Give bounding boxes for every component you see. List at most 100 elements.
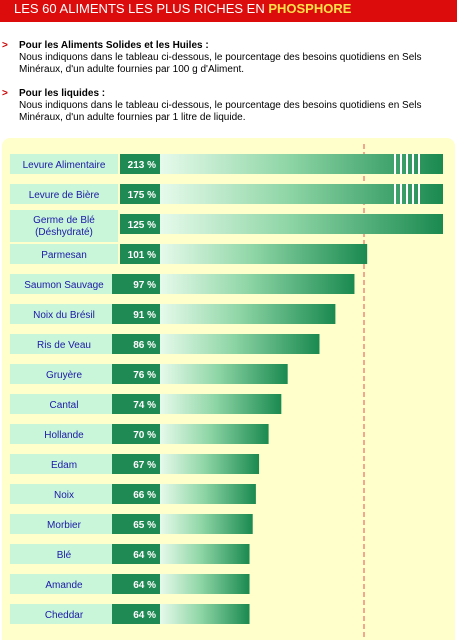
chart-row: Parmesan 101 % (10, 244, 368, 264)
value-label: 125 % (128, 220, 156, 231)
category-label: Germe de Blé (Déshydraté) (33, 215, 95, 238)
title-prefix: LES 60 ALIMENTS LES PLUS RICHES EN (14, 1, 269, 16)
category-label-line: Morbier (47, 520, 82, 531)
bar (160, 364, 288, 384)
category-label-bg (10, 274, 118, 294)
category-label-bg (10, 184, 118, 204)
category-label: Amande (45, 580, 83, 591)
overflow-stripe (412, 184, 414, 204)
value-label: 91 % (133, 310, 156, 321)
chart-row: Levure de Bière 175 % (10, 184, 443, 204)
value-box (112, 454, 160, 474)
value-box (120, 214, 160, 234)
category-label-line: Germe de Blé (33, 215, 95, 226)
bar (160, 274, 355, 294)
value-box (112, 424, 160, 444)
value-label: 70 % (133, 430, 156, 441)
value-label: 64 % (133, 610, 156, 621)
category-label-bg (10, 304, 118, 324)
overflow-stripe (418, 184, 420, 204)
intro-heading: Pour les Aliments Solides et les Huiles … (19, 40, 209, 51)
value-box (120, 244, 160, 264)
bar (160, 514, 253, 534)
overflow-stripe (400, 154, 402, 174)
category-label-bg (10, 364, 118, 384)
overflow-stripe (418, 154, 420, 174)
category-label: Levure Alimentaire (23, 160, 106, 171)
chart-row: Saumon Sauvage 97 % (10, 274, 355, 294)
category-label-line: Cantal (50, 400, 79, 411)
category-label-line: Edam (51, 460, 77, 471)
category-label: Levure de Bière (29, 190, 100, 201)
category-label-bg (10, 394, 118, 414)
bar (160, 454, 260, 474)
overflow-stripe (394, 154, 396, 174)
chart-row: Morbier 65 % (10, 514, 253, 534)
value-label: 86 % (133, 340, 156, 351)
chart-row: Ris de Veau 86 % (10, 334, 320, 354)
category-label: Gruyère (46, 370, 83, 381)
category-label-line: Cheddar (45, 610, 84, 621)
value-box (112, 334, 160, 354)
category-label-line: Noix (54, 490, 74, 501)
category-label: Cheddar (45, 610, 84, 621)
chart-row: Cheddar 64 % (10, 604, 250, 624)
category-label-bg (10, 604, 118, 624)
value-label: 67 % (133, 460, 156, 471)
value-label: 101 % (128, 250, 156, 261)
bar (160, 484, 256, 504)
category-label-bg (10, 334, 118, 354)
chart-row: Hollande 70 % (10, 424, 269, 444)
value-box (112, 364, 160, 384)
value-label: 65 % (133, 520, 156, 531)
value-box (120, 154, 160, 174)
category-label-bg (10, 574, 118, 594)
title-highlight: PHOSPHORE (268, 1, 352, 16)
value-label: 64 % (133, 580, 156, 591)
bar (160, 544, 250, 564)
page-title: LES 60 ALIMENTS LES PLUS RICHES EN PHOSP… (0, 0, 457, 22)
category-label-bg (10, 210, 118, 242)
category-label: Parmesan (41, 250, 87, 261)
value-label: 64 % (133, 550, 156, 561)
category-label: Noix du Brésil (33, 310, 95, 321)
category-label: Noix (54, 490, 74, 501)
chart-row: Noix 66 % (10, 484, 256, 504)
category-label-line: (Déshydraté) (35, 227, 93, 238)
chart-row: Edam 67 % (10, 454, 260, 474)
category-label: Blé (57, 550, 72, 561)
value-box (112, 394, 160, 414)
overflow-stripe (400, 184, 402, 204)
category-label-bg (10, 484, 118, 504)
category-label-bg (10, 424, 118, 444)
category-label-line: Levure de Bière (29, 190, 100, 201)
bar (160, 604, 250, 624)
category-label-line: Ris de Veau (37, 340, 91, 351)
overflow-stripe (406, 184, 408, 204)
value-box (112, 604, 160, 624)
chart-row: Noix du Brésil 91 % (10, 304, 336, 324)
value-label: 213 % (128, 160, 156, 171)
category-label-bg (10, 244, 118, 264)
bar (160, 334, 320, 354)
chart-row: Amande 64 % (10, 574, 250, 594)
category-label-bg (10, 514, 118, 534)
chart-row: Cantal 74 % (10, 394, 282, 414)
category-label: Ris de Veau (37, 340, 91, 351)
value-label: 66 % (133, 490, 156, 501)
category-label-line: Noix du Brésil (33, 310, 95, 321)
phosphore-bar-chart: Levure Alimentaire 213 % Levure de Bière 17… (10, 144, 443, 640)
value-label: 97 % (133, 280, 156, 291)
bar (160, 244, 368, 264)
bar (160, 214, 443, 234)
value-box (112, 514, 160, 534)
category-label: Edam (51, 460, 77, 471)
value-box (112, 484, 160, 504)
value-box (112, 304, 160, 324)
value-label: 76 % (133, 370, 156, 381)
chart-row: Blé 64 % (10, 544, 250, 564)
chart-row: Germe de Blé (Déshydraté) 125 % (10, 210, 443, 242)
bar (160, 154, 443, 174)
category-label-line: Saumon Sauvage (24, 280, 104, 291)
intro-text: Nous indiquons dans le tableau ci-dessou… (19, 52, 422, 75)
